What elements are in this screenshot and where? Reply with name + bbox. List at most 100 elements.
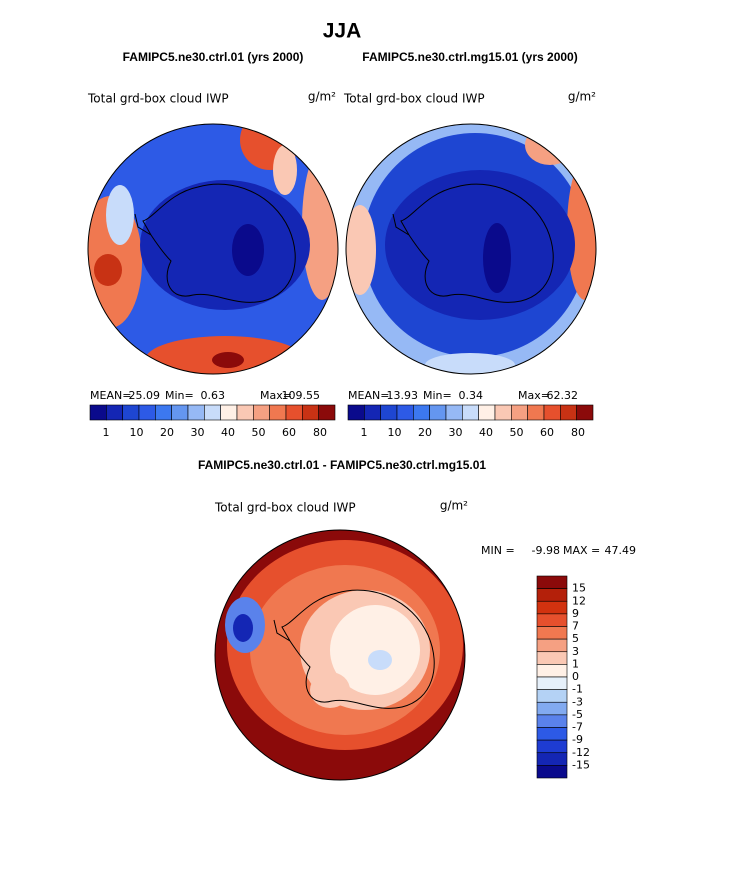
stat-value: 47.49 bbox=[605, 544, 637, 557]
stat-label: Max= bbox=[260, 389, 292, 402]
colorbar-label: 1 bbox=[572, 657, 579, 670]
colorbar-box bbox=[536, 588, 568, 602]
colorbar-box bbox=[285, 404, 303, 421]
colorbar-box bbox=[543, 404, 561, 421]
colorbar-box bbox=[527, 404, 545, 421]
colorbar-box bbox=[445, 404, 463, 421]
colorbar-label: -1 bbox=[572, 683, 583, 696]
panel-title: FAMIPC5.ne30.ctrl.mg15.01 (yrs 2000) bbox=[362, 50, 577, 64]
colorbar-label: -5 bbox=[572, 708, 583, 721]
stat-label: MEAN= bbox=[90, 389, 131, 402]
units-label: g/m² bbox=[440, 499, 468, 513]
colorbar-label: 80 bbox=[313, 426, 327, 439]
colorbar-label: 1 bbox=[361, 426, 368, 439]
colorbar-label: 9 bbox=[572, 607, 579, 620]
colorbar-label: -7 bbox=[572, 721, 583, 734]
stat-label: Min= bbox=[423, 389, 452, 402]
colorbar-label: -15 bbox=[572, 758, 590, 771]
colorbar-box bbox=[462, 404, 479, 421]
colorbar-label: 10 bbox=[130, 426, 144, 439]
colorbar-label: 40 bbox=[221, 426, 235, 439]
colorbar-box bbox=[253, 404, 270, 421]
colorbar-box bbox=[380, 404, 398, 421]
stat-value: 13.93 bbox=[387, 389, 419, 402]
colorbar-label: 20 bbox=[418, 426, 432, 439]
colorbar-label: 12 bbox=[572, 594, 586, 607]
colorbar-box bbox=[302, 404, 319, 421]
colorbar-label: 7 bbox=[572, 620, 579, 633]
colorbar-box bbox=[220, 404, 238, 421]
stat-label: Min= bbox=[165, 389, 194, 402]
colorbar-box bbox=[576, 404, 594, 421]
colorbar-box bbox=[364, 404, 381, 421]
colorbar-box bbox=[236, 404, 254, 421]
colorbar-label: 0 bbox=[572, 670, 579, 683]
stat-value: 109.55 bbox=[282, 389, 321, 402]
colorbar-box bbox=[269, 404, 287, 421]
colorbar-box bbox=[536, 739, 568, 754]
colorbar-box bbox=[122, 404, 140, 421]
variable-label: Total grd-box cloud IWP bbox=[343, 92, 485, 106]
colorbar-label: 30 bbox=[191, 426, 205, 439]
map bbox=[215, 530, 465, 780]
colorbar-box bbox=[536, 600, 568, 615]
colorbar-box bbox=[560, 404, 577, 421]
stat-label: MIN = bbox=[481, 544, 515, 557]
colorbar-box bbox=[536, 689, 568, 703]
map-border bbox=[345, 123, 597, 375]
colorbar-box bbox=[536, 714, 568, 728]
variable-label: Total grd-box cloud IWP bbox=[214, 501, 356, 515]
colorbar-label: 80 bbox=[571, 426, 585, 439]
colorbar-box bbox=[536, 701, 568, 716]
colorbar-box bbox=[187, 404, 205, 421]
colorbar-box bbox=[536, 651, 568, 665]
colorbar-box bbox=[478, 404, 496, 421]
colorbar-box bbox=[204, 404, 221, 421]
colorbar-box bbox=[536, 727, 568, 741]
stat-value: -9.98 bbox=[532, 544, 560, 557]
panel-title: FAMIPC5.ne30.ctrl.01 (yrs 2000) bbox=[123, 50, 304, 64]
colorbar-label: 3 bbox=[572, 645, 579, 658]
colorbar-box bbox=[155, 404, 172, 421]
stat-value: 25.09 bbox=[129, 389, 161, 402]
colorbar-box bbox=[536, 613, 568, 627]
colorbar-label: 60 bbox=[282, 426, 296, 439]
colorbar-label: -9 bbox=[572, 733, 583, 746]
map-border bbox=[87, 123, 339, 375]
colorbar-box bbox=[494, 404, 512, 421]
colorbar-label: 40 bbox=[479, 426, 493, 439]
colorbar-label: 20 bbox=[160, 426, 174, 439]
colorbar-box bbox=[429, 404, 447, 421]
colorbar-box bbox=[536, 664, 568, 678]
figure-title: JJA bbox=[323, 20, 362, 43]
colorbar-box bbox=[171, 404, 189, 421]
colorbar-box bbox=[396, 404, 414, 421]
colorbar-label: -12 bbox=[572, 746, 590, 759]
colorbar-box bbox=[138, 404, 156, 421]
stat-label: MEAN= bbox=[348, 389, 389, 402]
variable-label: Total grd-box cloud IWP bbox=[87, 92, 229, 106]
difference-title: FAMIPC5.ne30.ctrl.01 - FAMIPC5.ne30.ctrl… bbox=[198, 458, 486, 472]
map bbox=[88, 124, 338, 374]
colorbar-label: 50 bbox=[252, 426, 266, 439]
colorbar-label: 15 bbox=[572, 582, 586, 595]
colorbar-box bbox=[106, 404, 123, 421]
colorbar-box bbox=[536, 765, 568, 779]
colorbar-box bbox=[318, 404, 336, 421]
colorbar-label: 1 bbox=[103, 426, 110, 439]
units-label: g/m² bbox=[308, 90, 336, 104]
stat-value: 62.32 bbox=[547, 389, 579, 402]
colorbar-label: 30 bbox=[449, 426, 463, 439]
stat-label: Max= bbox=[518, 389, 550, 402]
colorbar-box bbox=[536, 752, 568, 766]
colorbar-box bbox=[536, 575, 568, 589]
colorbar-box bbox=[536, 638, 568, 653]
colorbar-box bbox=[511, 404, 528, 421]
units-label: g/m² bbox=[568, 90, 596, 104]
colorbar-label: 60 bbox=[540, 426, 554, 439]
colorbar-box bbox=[536, 626, 568, 640]
map bbox=[346, 124, 596, 374]
colorbar-label: 50 bbox=[510, 426, 524, 439]
stat-label: MAX = bbox=[563, 544, 600, 557]
